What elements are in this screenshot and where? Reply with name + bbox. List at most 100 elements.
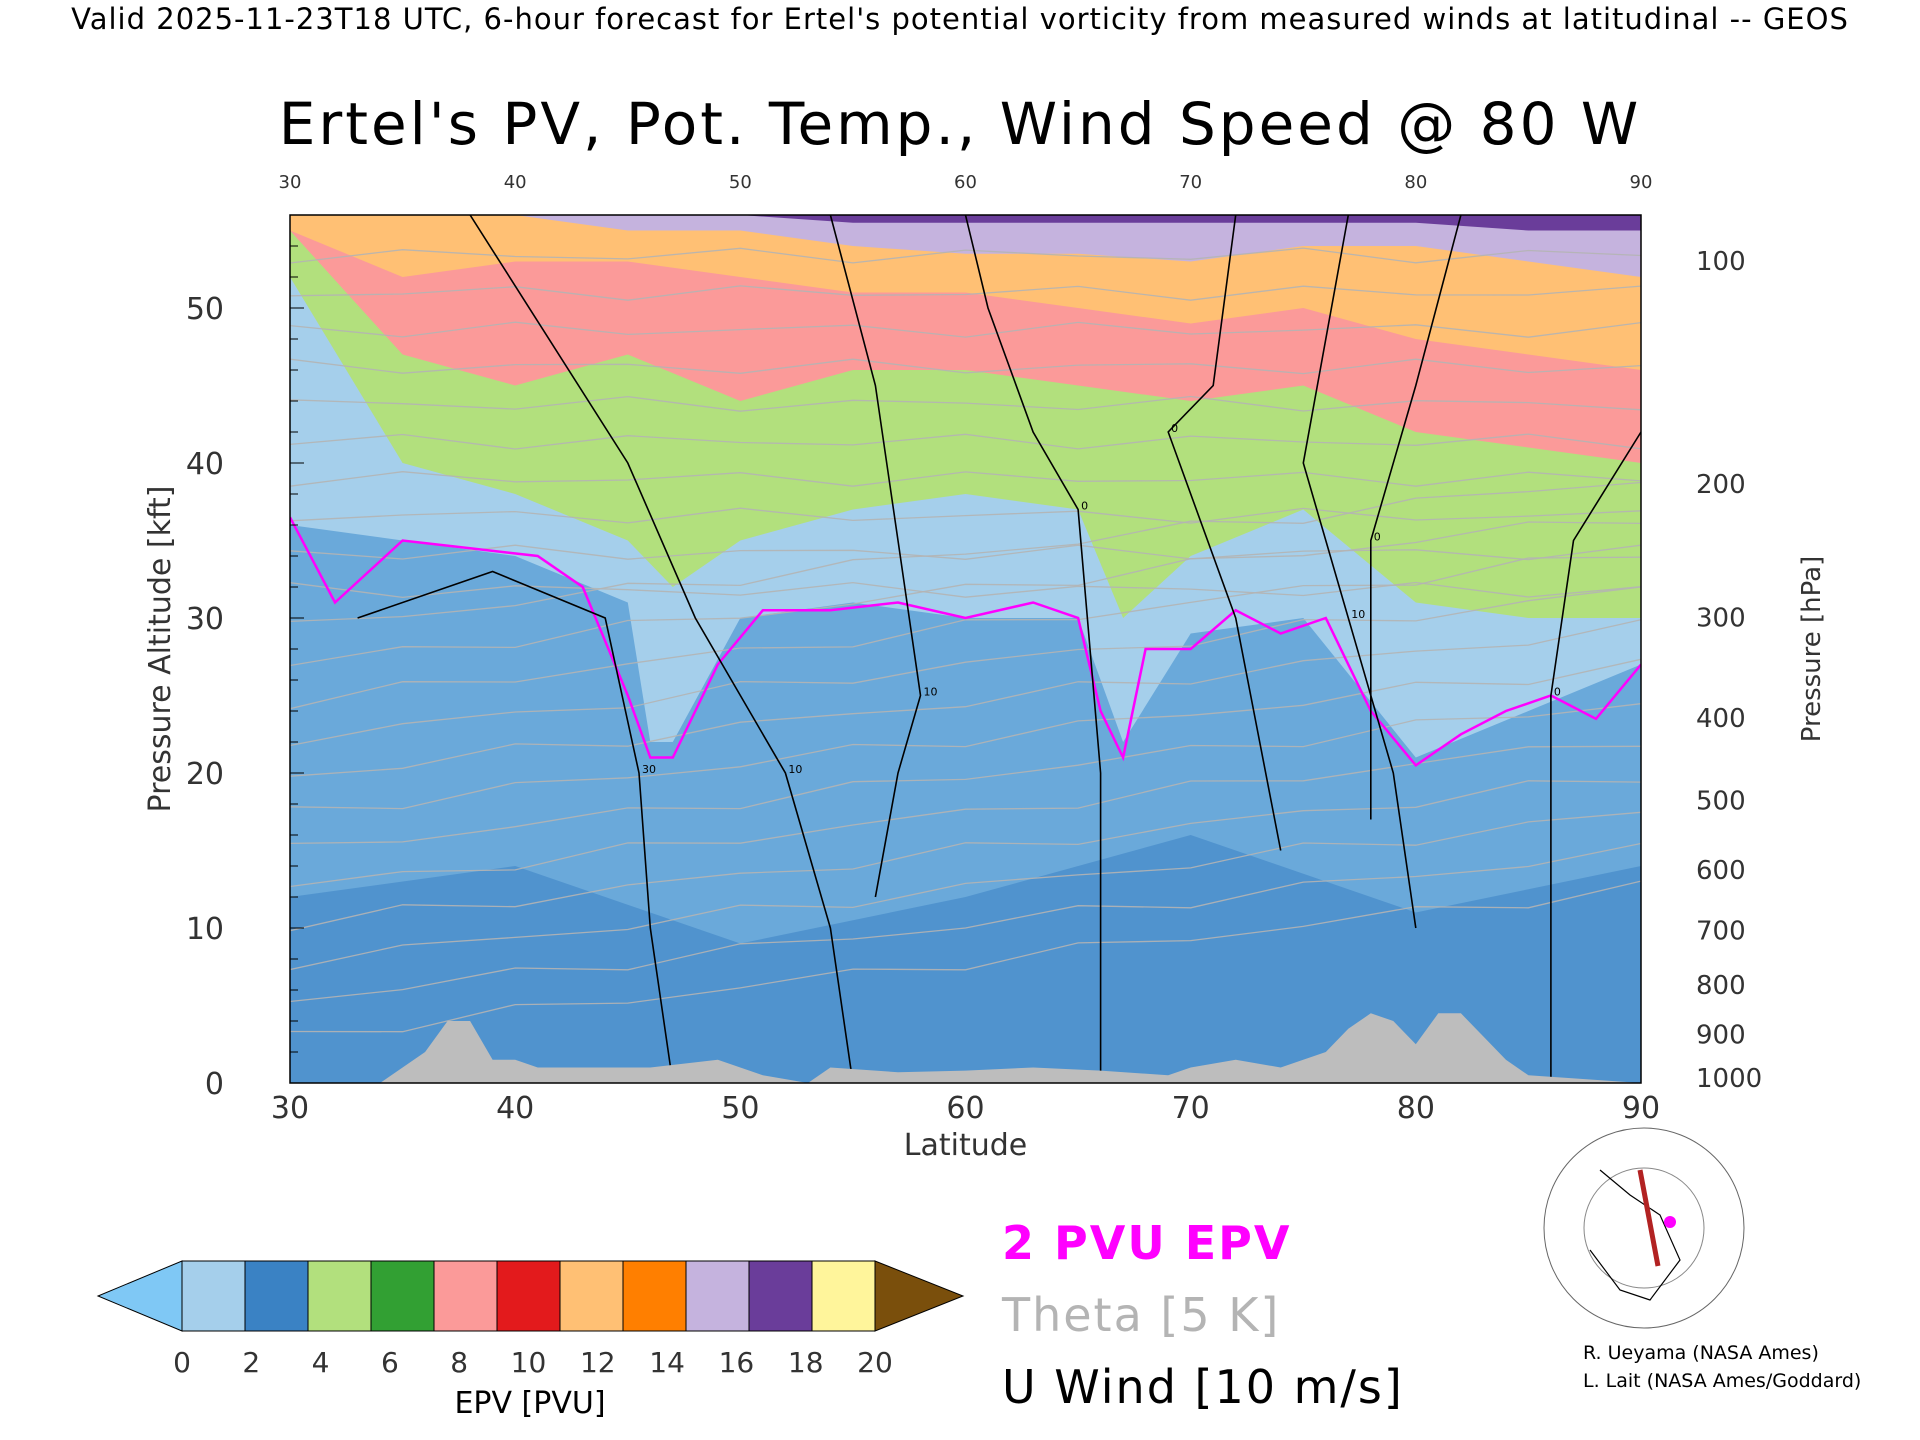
uwind-contour-label: 10 [788,763,802,776]
theta-contour [290,395,1641,412]
y-tick-label: 0 [205,1067,224,1102]
x-tick-label: 70 [1172,1091,1210,1126]
uwind-contour [1370,215,1462,820]
pv-2pvu-contour [290,516,1641,767]
theta-contour [290,556,1641,710]
uwind-contour-label: 10 [1351,608,1365,621]
x-top-tick-label: 60 [954,172,977,193]
x-top-tick-label: 50 [729,172,752,193]
colorbar-tick-label: 10 [511,1346,547,1379]
pressure-tick-label: 1000 [1696,1064,1762,1094]
x-tick-label: 90 [1622,1091,1660,1126]
credit-line: R. Ueyama (NASA Ames) [1583,1342,1819,1364]
pressure-tick-label: 200 [1696,470,1746,500]
theta-contour [290,471,1641,487]
pressure-tick-label: 300 [1696,603,1746,633]
epv-band [290,215,1641,370]
colorbar-tick-label: 18 [788,1346,824,1379]
terrain [290,1013,1641,1083]
forecast-header: Valid 2025-11-23T18 UTC, 6-hour forecast… [71,2,1849,36]
theta-contour [290,658,1641,810]
uwind-contour [1302,215,1417,929]
colorbar-bin [559,1260,624,1332]
uwind-contour [1167,215,1282,851]
colorbar-bin [244,1260,309,1332]
theta-contour [290,507,1641,524]
theta-contour [290,780,1641,932]
theta-contour [290,581,1641,599]
uwind-contour [829,215,922,898]
legend-pv-epv: 2 PVU EPV [1002,1216,1292,1270]
uwind-contour-label: 0 [1554,686,1561,699]
theta-contour [290,321,1641,338]
colorbar-tick-label: 2 [242,1346,260,1379]
uwind-contour-label: 0 [1374,531,1381,544]
colorbar-label: EPV [PVU] [454,1386,606,1421]
colorbar-under-arrow [96,1260,183,1332]
theta-contour [290,586,1641,747]
colorbar-bin [433,1260,498,1332]
colorbar-tick-label: 0 [173,1346,191,1379]
colorbar-tick-label: 8 [450,1346,468,1379]
credit-line: L. Lait (NASA Ames/Goddard) [1583,1370,1862,1392]
colorbar-tick-label: 16 [719,1346,755,1379]
colorbar-tick-label: 14 [649,1346,685,1379]
theta-contour [290,247,1641,264]
y-axis-label: Pressure Altitude [kft] [143,486,178,813]
theta-contour [290,842,1641,1003]
pressure-tick-label: 400 [1696,704,1746,734]
colorbar-over-arrow [874,1260,965,1332]
colorbar-bin [685,1260,750,1332]
chart-title: Ertel's PV, Pot. Temp., Wind Speed @ 80 … [278,90,1642,158]
theta-contour [290,619,1641,777]
y-tick-label: 40 [186,447,224,482]
theta-contour [290,703,1641,845]
epv-band [290,835,1641,1083]
uwind-contour-label: 10 [923,686,937,699]
epv-band [290,215,1641,277]
colorbar-bin [307,1260,372,1332]
epv-band [290,215,1641,231]
x-top-tick-label: 80 [1404,172,1427,193]
colorbar-bin [748,1260,813,1332]
theta-contours [290,247,1641,1033]
colorbar-tick-label: 20 [857,1346,893,1379]
y-tick-label: 20 [186,757,224,792]
pressure-tick-label: 100 [1696,247,1746,277]
y2-axis-label: Pressure [hPa] [1797,556,1827,743]
theta-contour [290,433,1641,450]
colorbar-tick-label: 12 [580,1346,616,1379]
uwind-contour [964,215,1102,1083]
theta-contour [290,811,1641,971]
transect-line-icon [1637,1169,1661,1267]
sun-marker-icon [1664,1216,1676,1228]
coastline-icon [1589,1169,1681,1301]
pressure-tick-label: 900 [1696,1020,1746,1050]
colorbar-tick-label: 4 [312,1346,330,1379]
epv-field: 30 10 10 0 0 10 0 0 [290,215,1641,1083]
theta-contour [290,358,1641,375]
colorbar-bin [496,1260,561,1332]
inset-map [1543,1127,1745,1329]
legend-u-wind: U Wind [10 m/s] [1002,1360,1404,1414]
x-top-tick-label: 70 [1179,172,1202,193]
uwind-contour [357,570,674,1083]
uwind-contour-label: 30 [642,763,656,776]
colorbar-bin [811,1260,876,1332]
theta-contour [290,880,1641,1033]
map-grid-icon [1583,1167,1705,1289]
uwind-contour [469,215,854,1083]
x-tick-label: 60 [946,1091,984,1126]
pressure-tick-label: 600 [1696,856,1746,886]
x-axis-label: Latitude [904,1128,1027,1163]
pressure-tick-label: 500 [1696,786,1746,816]
uwind-contour-label: 0 [1171,422,1178,435]
theta-contour [290,521,1641,667]
theta-contour [290,481,1641,623]
x-top-tick-label: 40 [504,172,527,193]
y-tick-label: 50 [186,292,224,327]
theta-contour [290,544,1641,561]
x-top-tick-label: 90 [1630,172,1653,193]
uwind-contour [1550,431,1641,1083]
